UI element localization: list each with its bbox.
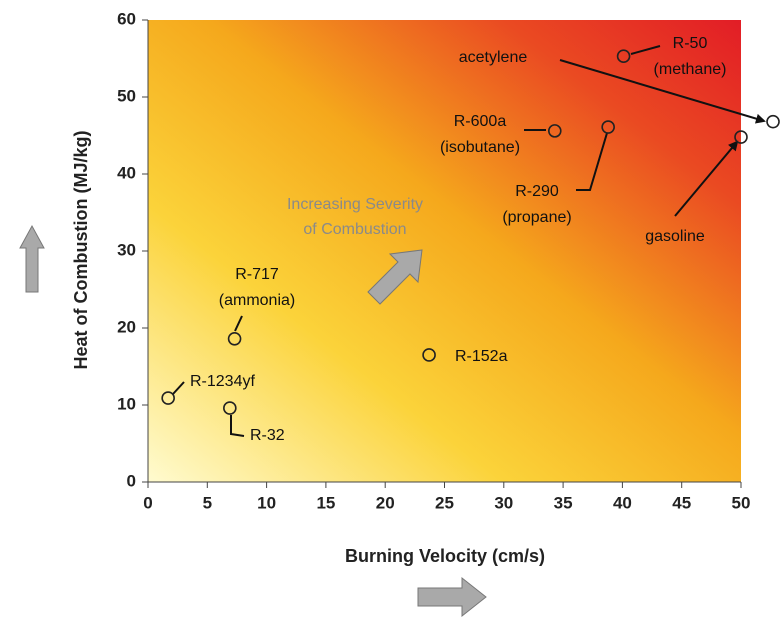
y-tick-label: 60 [117, 9, 136, 28]
point [547, 124, 562, 138]
point [766, 114, 780, 129]
diagonal-arrow [367, 249, 423, 305]
point [734, 130, 748, 144]
leader-line [630, 45, 661, 55]
x-tick-label: 35 [554, 493, 573, 512]
x-tick-label: 0 [143, 493, 152, 512]
x-tick-label: 15 [316, 493, 335, 512]
x-tick-label: 45 [672, 493, 691, 512]
point-label: (methane) [654, 61, 727, 78]
y-tick-label: 30 [117, 240, 136, 259]
point-label: (propane) [502, 209, 571, 226]
y-tick-label: 50 [117, 86, 136, 105]
x-tick-label: 10 [257, 493, 276, 512]
point [616, 49, 631, 63]
point-label: R-1234yf [190, 373, 255, 390]
leader-line [230, 415, 245, 437]
x-axis-label: Burning Velocity (cm/s) [345, 546, 545, 566]
point-label: R-600a [454, 113, 507, 130]
leader-line [576, 132, 608, 191]
point [601, 120, 615, 134]
point-label: R-717 [235, 266, 279, 283]
leader-line [559, 59, 766, 124]
y-tick-label: 40 [117, 163, 136, 182]
x-tick-label: 20 [376, 493, 395, 512]
point [161, 391, 175, 405]
x-tick-label: 5 [203, 493, 212, 512]
point-label: gasoline [645, 228, 705, 245]
leader-line [172, 381, 185, 395]
x-tick-label: 50 [732, 493, 751, 512]
y-tick-label: 0 [127, 471, 136, 490]
right-arrow [417, 576, 487, 618]
point-label: (isobutane) [440, 139, 520, 156]
up-arrow [19, 224, 45, 293]
x-tick-label: 40 [613, 493, 632, 512]
y-axis-label: Heat of Combustion (MJ/kg) [71, 131, 91, 370]
leader-line [234, 315, 243, 332]
leader-line [674, 140, 739, 217]
plot-area [148, 20, 741, 482]
point-label: acetylene [459, 49, 528, 66]
point-label: (ammonia) [219, 292, 295, 309]
point-label: R-32 [250, 427, 285, 444]
point-label: R-50 [673, 35, 708, 52]
point [422, 348, 436, 362]
annotation: of Combustion [303, 221, 406, 238]
annotation: Increasing Severity [287, 196, 423, 213]
y-tick-label: 20 [117, 317, 136, 336]
point-label: R-290 [515, 183, 559, 200]
point-label: R-152a [455, 348, 508, 365]
x-tick-label: 25 [435, 493, 454, 512]
x-tick-label: 30 [494, 493, 513, 512]
y-tick-label: 10 [117, 394, 136, 413]
point [227, 331, 242, 346]
point [223, 401, 237, 415]
